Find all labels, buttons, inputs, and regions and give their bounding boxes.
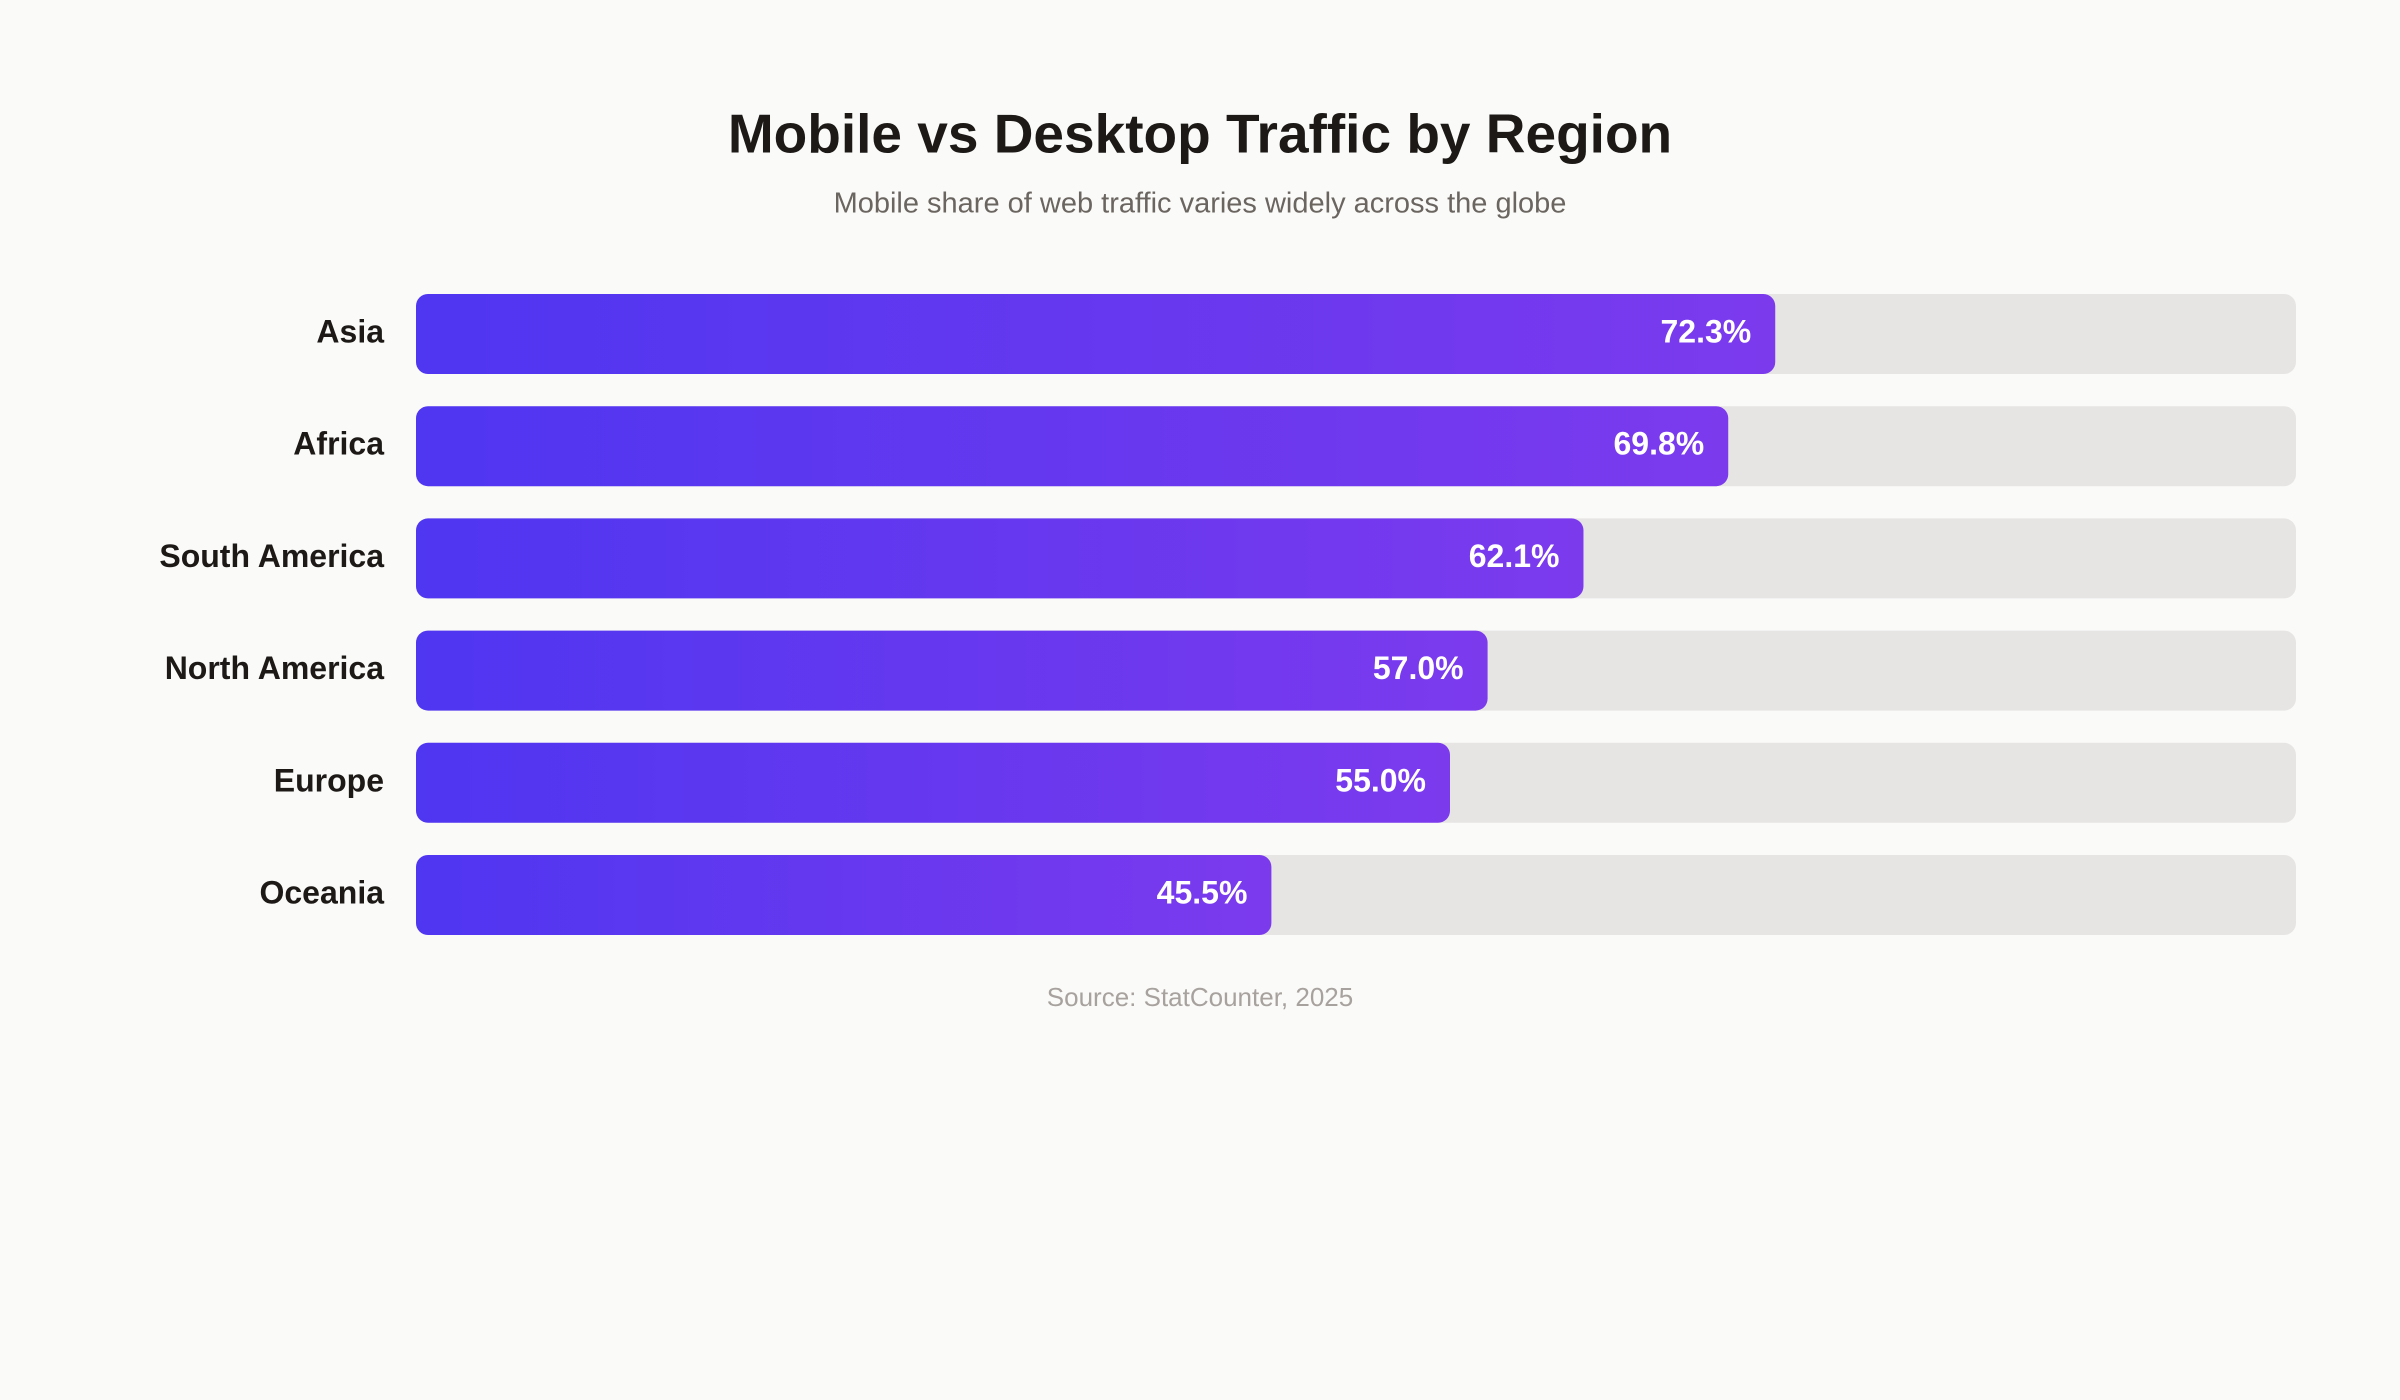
- value-label: 55.0%: [1335, 762, 1426, 798]
- value-label: 72.3%: [1661, 313, 1752, 349]
- bar: [416, 630, 1488, 711]
- bar: [416, 855, 1272, 935]
- bar: [416, 518, 1584, 599]
- bar: [416, 406, 1729, 487]
- value-label: 57.0%: [1373, 650, 1464, 686]
- source-note: Source: StatCounter, 2025: [1047, 982, 1353, 1012]
- category-label: Asia: [316, 313, 384, 349]
- chart-title: Mobile vs Desktop Traffic by Region: [728, 103, 1672, 165]
- category-label: North America: [165, 650, 385, 686]
- category-label: Oceania: [259, 874, 384, 910]
- bar: [416, 742, 1450, 823]
- bar: [416, 294, 1776, 374]
- category-label: Europe: [274, 762, 384, 798]
- value-label: 62.1%: [1469, 538, 1560, 574]
- chart-subtitle: Mobile share of web traffic varies widel…: [834, 188, 1567, 220]
- category-label: Africa: [293, 426, 384, 462]
- value-label: 45.5%: [1157, 874, 1248, 910]
- value-label: 69.8%: [1614, 426, 1705, 462]
- category-label: South America: [159, 538, 384, 574]
